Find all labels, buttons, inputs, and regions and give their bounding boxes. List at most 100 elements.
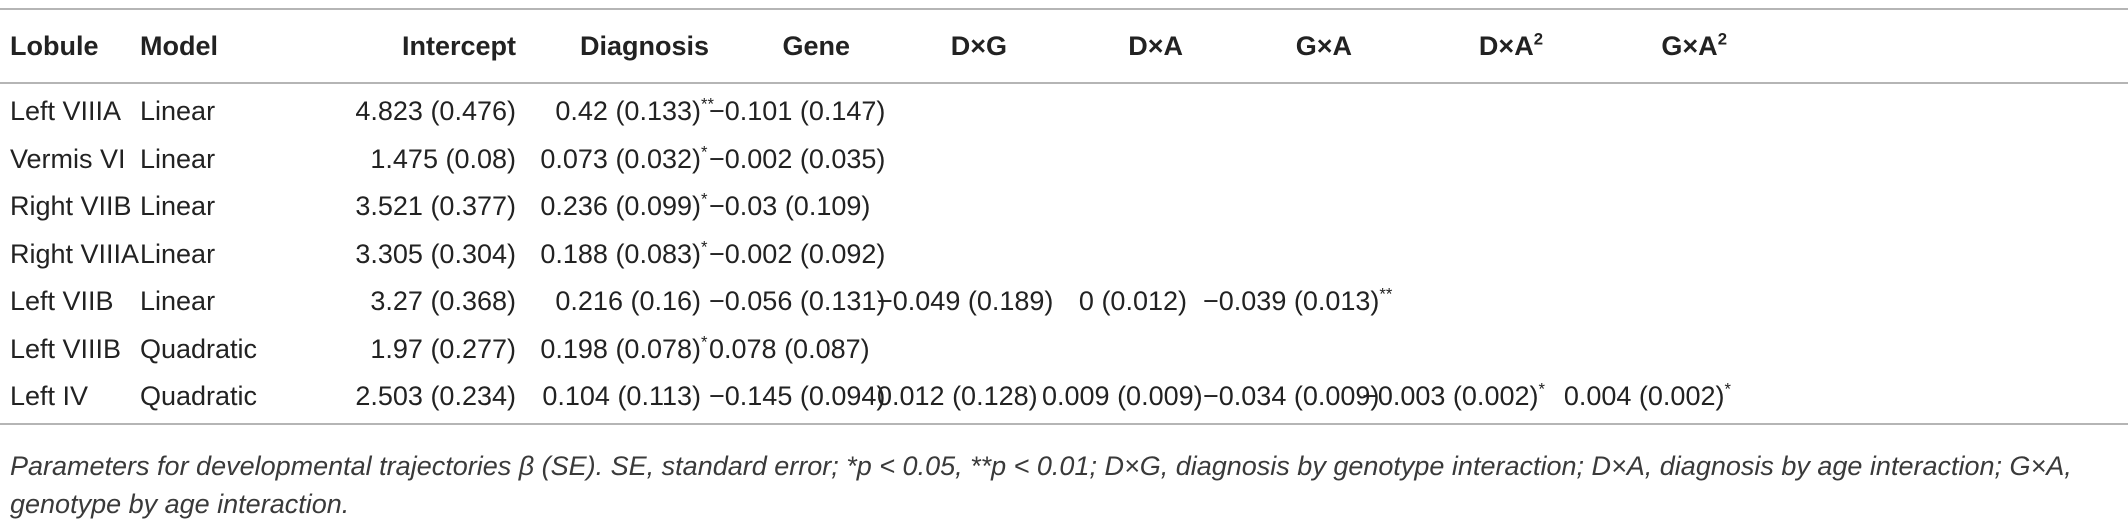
cell-dxa: 0 (0.012) — [1042, 278, 1195, 326]
cell-diagnosis: 0.073 (0.032)* — [538, 136, 709, 184]
cell-dxg — [877, 183, 1042, 231]
cell-intercept-value: 4.823 (0.476) — [355, 96, 516, 127]
cell-intercept-value: 1.475 (0.08) — [370, 143, 516, 174]
cell-dxg: −0.049 (0.189) — [877, 278, 1053, 326]
header-diagnosis: Diagnosis — [538, 8, 709, 84]
cell-diagnosis-value: 0.188 (0.083) — [540, 238, 701, 269]
cell-gxa — [1195, 183, 1360, 231]
cell-diagnosis-value: 0.198 (0.078) — [540, 333, 701, 364]
cell-dxa — [1042, 326, 1195, 374]
cell-model-value: Linear — [140, 96, 216, 127]
cell-diagnosis-value: 0.42 (0.133) — [555, 96, 701, 127]
header-gxa: G×A — [1195, 8, 1360, 84]
cell-intercept-value: 3.305 (0.304) — [355, 238, 516, 269]
cell-intercept: 2.503 (0.234) — [260, 373, 538, 425]
cell-lobule: Right VIIIA — [0, 231, 140, 279]
header-gene: Gene — [709, 8, 877, 84]
cell-diagnosis-value: 0.073 (0.032) — [540, 143, 701, 174]
cell-dxa-squared: −0.003 (0.002)* — [1360, 373, 1545, 425]
cell-dxa-squared — [1360, 136, 1545, 184]
cell-lobule: Left VIIIB — [0, 326, 140, 374]
header-row: Lobule Model Intercept Diagnosis Gene D×… — [0, 8, 2128, 84]
cell-intercept: 1.97 (0.277) — [260, 326, 538, 374]
cell-gene-value: −0.056 (0.131) — [709, 286, 886, 317]
cell-dxa-squared — [1360, 183, 1545, 231]
cell-dxa — [1042, 231, 1195, 279]
cell-lobule: Right VIIB — [0, 183, 140, 231]
cell-lobule-value: Right VIIIA — [10, 238, 140, 269]
header-gxa-squared-base: G×A — [1661, 30, 1718, 61]
cell-model-value: Quadratic — [140, 381, 258, 412]
cell-spacer — [1735, 373, 2128, 425]
cell-gxa-value: −0.039 (0.013) — [1203, 286, 1380, 317]
cell-dxa-squared — [1360, 83, 1545, 136]
significance-marker: * — [701, 189, 708, 209]
cell-spacer — [1735, 136, 2128, 184]
cell-intercept: 3.521 (0.377) — [260, 183, 538, 231]
cell-dxg — [877, 83, 1042, 136]
cell-dxa-squared-value: −0.003 (0.002) — [1362, 381, 1539, 412]
cell-spacer — [1735, 231, 2128, 279]
cell-spacer — [1735, 83, 2128, 136]
header-dxa-squared: D×A2 — [1360, 8, 1545, 84]
cell-gxa-squared — [1545, 83, 1735, 136]
cell-model: Quadratic — [140, 326, 260, 374]
cell-dxa-squared — [1360, 231, 1545, 279]
cell-model-value: Linear — [140, 286, 216, 317]
cell-model: Quadratic — [140, 373, 260, 425]
table-row: Left VIIIB Quadratic 1.97 (0.277) 0.198 (0.… — [0, 326, 2128, 374]
cell-gene-value: −0.002 (0.092) — [709, 238, 886, 269]
cell-gene: 0.078 (0.087) — [709, 326, 877, 374]
cell-dxa-value: 0 (0.012) — [1078, 286, 1187, 317]
table-row: Left IV Quadratic 2.503 (0.234) 0.104 (0.11… — [0, 373, 2128, 425]
cell-dxa-value: 0.009 (0.009) — [1042, 381, 1203, 412]
cell-gxa — [1195, 231, 1360, 279]
cell-dxg — [877, 326, 1042, 374]
header-dxa-squared-exponent: 2 — [1533, 29, 1543, 49]
table-row: Left VIIB Linear 3.27 (0.368) 0.216 (0.16) −… — [0, 278, 2128, 326]
cell-spacer — [1735, 183, 2128, 231]
cell-gene-value: −0.101 (0.147) — [709, 96, 886, 127]
header-spacer — [1735, 8, 2128, 84]
cell-model: Linear — [140, 83, 260, 136]
cell-lobule-value: Vermis VI — [10, 143, 126, 174]
cell-dxg — [877, 231, 1042, 279]
cell-model-value: Linear — [140, 143, 216, 174]
cell-dxg — [877, 136, 1042, 184]
cell-lobule: Left VIIB — [0, 278, 140, 326]
cell-intercept: 3.27 (0.368) — [260, 278, 538, 326]
significance-marker: * — [1724, 379, 1731, 399]
cell-intercept: 4.823 (0.476) — [260, 83, 538, 136]
cell-lobule: Vermis VI — [0, 136, 140, 184]
cell-gene-value: −0.145 (0.094) — [709, 381, 886, 412]
cell-diagnosis-value: 0.104 (0.113) — [542, 381, 701, 412]
cell-intercept-value: 1.97 (0.277) — [370, 333, 516, 364]
cell-model-value: Linear — [140, 191, 216, 222]
header-dxg: D×G — [877, 8, 1042, 84]
cell-gxa: −0.039 (0.013)** — [1195, 278, 1392, 326]
cell-gene-value: −0.002 (0.035) — [709, 143, 886, 174]
cell-gxa — [1195, 326, 1360, 374]
cell-model: Linear — [140, 183, 260, 231]
header-intercept: Intercept — [260, 8, 538, 84]
table-row: Vermis VI Linear 1.475 (0.08) 0.073 (0.032)… — [0, 136, 2128, 184]
cell-gxa-squared-value: 0.004 (0.002) — [1563, 381, 1725, 412]
cell-model: Linear — [140, 278, 260, 326]
cell-lobule-value: Left VIIB — [10, 286, 114, 317]
cell-gene-value: −0.03 (0.109) — [709, 191, 871, 222]
cell-intercept-value: 3.521 (0.377) — [355, 191, 516, 222]
cell-model-value: Quadratic — [140, 333, 258, 364]
header-model: Model — [140, 8, 260, 84]
cell-gene: −0.002 (0.092) — [709, 231, 885, 279]
cell-intercept-value: 3.27 (0.368) — [370, 286, 516, 317]
cell-diagnosis: 0.104 (0.113) — [538, 373, 709, 425]
cell-lobule-value: Left VIIIA — [10, 96, 122, 127]
cell-model: Linear — [140, 136, 260, 184]
cell-diagnosis: 0.216 (0.16) — [538, 278, 709, 326]
cell-diagnosis: 0.188 (0.083)* — [538, 231, 709, 279]
cell-dxa-squared — [1360, 326, 1545, 374]
cell-gene: −0.002 (0.035) — [709, 136, 885, 184]
cell-gene: −0.056 (0.131) — [709, 278, 885, 326]
cell-gxa-squared — [1545, 231, 1735, 279]
cell-lobule: Left IV — [0, 373, 140, 425]
